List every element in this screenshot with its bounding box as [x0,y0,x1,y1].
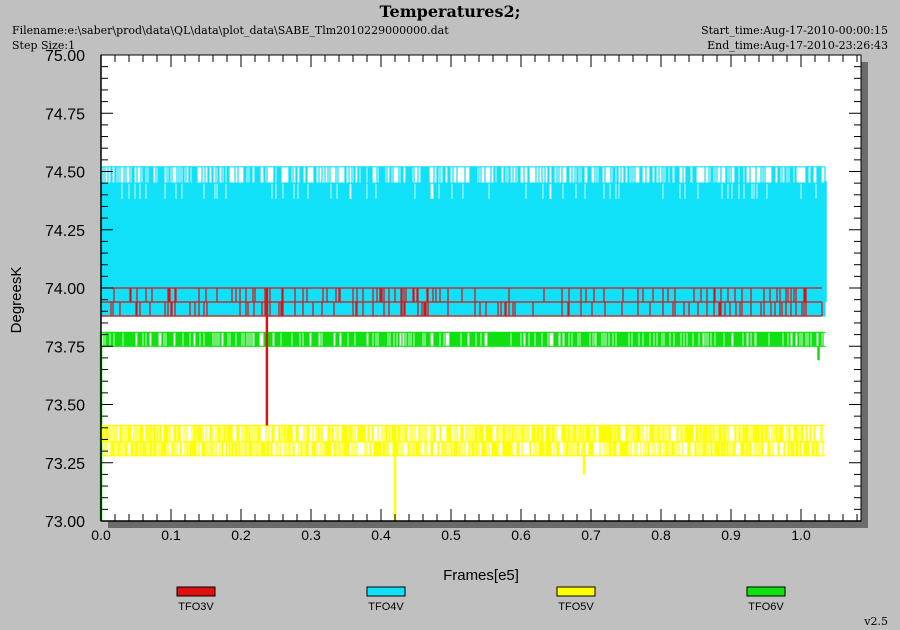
x-tick-label: 0.9 [721,527,741,543]
y-tick-label: 73.50 [45,398,85,415]
legend: TFO3V TFO4V TFO5V TFO6V [176,586,786,613]
x-tick-label: 0.0 [91,527,111,543]
x-tick-label: 0.1 [161,527,181,543]
series-band-tfo3v [101,287,823,317]
legend-swatch-tfo5v [556,586,596,597]
y-tick-label: 73.00 [45,514,85,531]
y-tick-label: 73.75 [45,339,85,356]
version-label: v2.5 [864,615,888,628]
legend-label-tfo3v: TFO3V [178,601,214,613]
y-axis-label: DegreesK [8,267,25,334]
axis-layer: 0.0 0.1 0.2 0.3 0.4 0.5 0.6 0.7 0.8 0.9 1.0 73.00 73… [45,48,861,543]
y-tick-label: 74.00 [45,281,85,298]
legend-swatch-tfo6v [746,586,786,597]
legend-swatch-tfo4v [366,586,406,597]
series-tfo3v [101,287,823,426]
x-tick-label: 0.2 [231,527,251,543]
y-tick-label: 74.75 [45,106,85,123]
step-size-label: Step Size:1 [12,39,76,52]
x-tick-label: 0.7 [581,527,601,543]
series-band-tfo5v [101,424,826,457]
series-band-tfo6v [100,331,826,347]
x-tick-label: 0.5 [441,527,461,543]
y-tick-label: 74.50 [45,165,85,182]
x-tick-label: 0.4 [371,527,391,543]
x-tick-label: 0.8 [651,527,671,543]
legend-label-tfo6v: TFO6V [748,601,784,613]
y-tick-label: 75.00 [45,48,85,65]
x-tick-label: 0.6 [511,527,531,543]
x-axis-label: Frames[e5] [443,567,519,584]
series-layer [99,166,827,521]
legend-label-tfo5v: TFO5V [558,601,594,613]
legend-swatch-tfo3v [176,586,216,597]
y-tick-label: 74.25 [45,223,85,240]
y-tick-label: 73.25 [45,456,85,473]
series-tfo5v [101,424,826,521]
start-time-label: Start_time:Aug-17-2010-00:00:15 [701,24,888,37]
legend-label-tfo4v: TFO4V [368,601,404,613]
filename-label: Filename:e:\saber\prod\data\QL\data\plot… [12,24,449,37]
x-tick-label: 1.0 [791,527,811,543]
chart-title: Temperatures2; [379,2,521,21]
x-tick-label: 0.3 [301,527,321,543]
end-time-label: End_time:Aug-17-2010-23:26:43 [707,39,888,52]
